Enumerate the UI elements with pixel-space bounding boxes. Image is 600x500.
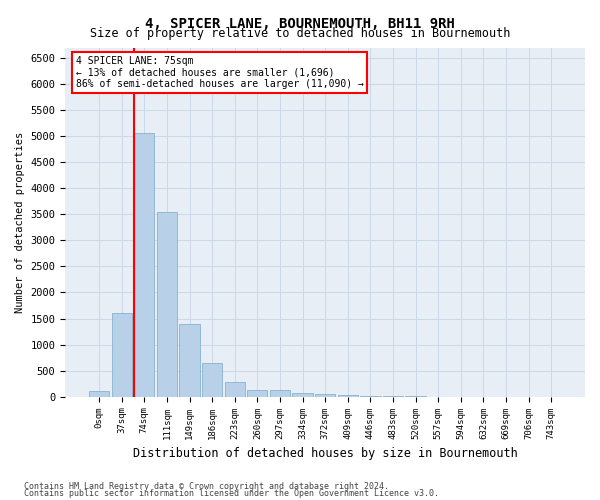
Bar — [247, 390, 268, 396]
Text: Contains HM Land Registry data © Crown copyright and database right 2024.: Contains HM Land Registry data © Crown c… — [24, 482, 389, 491]
Y-axis label: Number of detached properties: Number of detached properties — [15, 132, 25, 312]
Bar — [270, 390, 290, 396]
Text: Size of property relative to detached houses in Bournemouth: Size of property relative to detached ho… — [90, 28, 510, 40]
Bar — [112, 314, 132, 396]
Bar — [338, 395, 358, 396]
Text: 4 SPICER LANE: 75sqm
← 13% of detached houses are smaller (1,696)
86% of semi-de: 4 SPICER LANE: 75sqm ← 13% of detached h… — [76, 56, 364, 90]
Bar — [292, 392, 313, 396]
Bar — [224, 382, 245, 396]
Bar — [315, 394, 335, 396]
Text: 4, SPICER LANE, BOURNEMOUTH, BH11 9RH: 4, SPICER LANE, BOURNEMOUTH, BH11 9RH — [145, 18, 455, 32]
Bar — [157, 212, 177, 396]
X-axis label: Distribution of detached houses by size in Bournemouth: Distribution of detached houses by size … — [133, 447, 518, 460]
Bar — [179, 324, 200, 396]
Bar — [134, 134, 154, 396]
Bar — [89, 392, 109, 396]
Text: Contains public sector information licensed under the Open Government Licence v3: Contains public sector information licen… — [24, 489, 439, 498]
Bar — [202, 363, 222, 396]
